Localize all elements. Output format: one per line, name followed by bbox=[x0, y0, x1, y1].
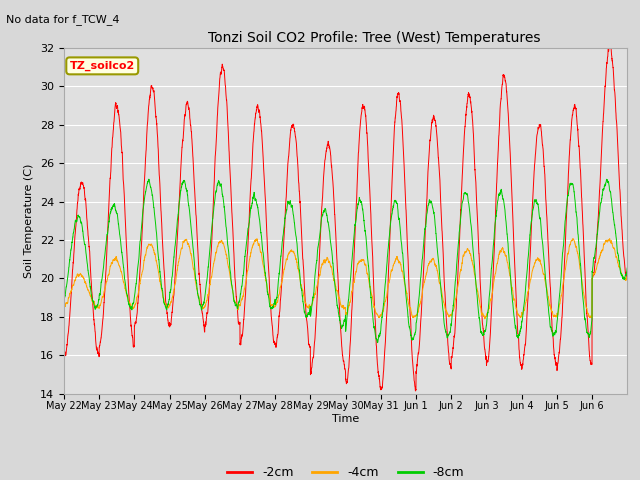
-8cm bbox=[367, 291, 374, 297]
Legend: -2cm, -4cm, -8cm: -2cm, -4cm, -8cm bbox=[222, 461, 469, 480]
Line: -2cm: -2cm bbox=[64, 45, 627, 391]
-2cm bbox=[528, 212, 536, 218]
-4cm bbox=[177, 248, 184, 254]
-4cm bbox=[528, 270, 536, 276]
-2cm bbox=[605, 42, 613, 48]
-4cm bbox=[60, 305, 68, 311]
-8cm bbox=[543, 287, 550, 292]
-8cm bbox=[374, 340, 381, 346]
-8cm bbox=[623, 265, 631, 271]
-4cm bbox=[543, 285, 550, 290]
Line: -4cm: -4cm bbox=[64, 239, 627, 319]
-2cm bbox=[623, 276, 631, 281]
Line: -8cm: -8cm bbox=[64, 179, 627, 343]
-8cm bbox=[177, 188, 185, 193]
-4cm bbox=[397, 262, 404, 268]
-4cm bbox=[367, 285, 374, 291]
Title: Tonzi Soil CO2 Profile: Tree (West) Temperatures: Tonzi Soil CO2 Profile: Tree (West) Temp… bbox=[207, 32, 540, 46]
-4cm bbox=[623, 274, 631, 280]
Text: TZ_soilco2: TZ_soilco2 bbox=[70, 61, 135, 71]
-2cm bbox=[543, 208, 550, 214]
-4cm bbox=[481, 316, 488, 322]
-4cm bbox=[500, 249, 508, 255]
-8cm bbox=[397, 236, 404, 242]
-2cm bbox=[397, 103, 404, 109]
-2cm bbox=[500, 72, 508, 78]
-8cm bbox=[500, 203, 508, 209]
-8cm bbox=[60, 296, 68, 302]
-2cm bbox=[60, 348, 68, 354]
-4cm bbox=[606, 236, 614, 241]
-8cm bbox=[145, 176, 153, 182]
Y-axis label: Soil Temperature (C): Soil Temperature (C) bbox=[24, 164, 35, 278]
X-axis label: Time: Time bbox=[332, 414, 359, 424]
Text: No data for f_TCW_4: No data for f_TCW_4 bbox=[6, 14, 120, 25]
-8cm bbox=[528, 215, 536, 220]
-2cm bbox=[367, 205, 374, 211]
-2cm bbox=[412, 388, 419, 394]
-2cm bbox=[177, 167, 184, 172]
